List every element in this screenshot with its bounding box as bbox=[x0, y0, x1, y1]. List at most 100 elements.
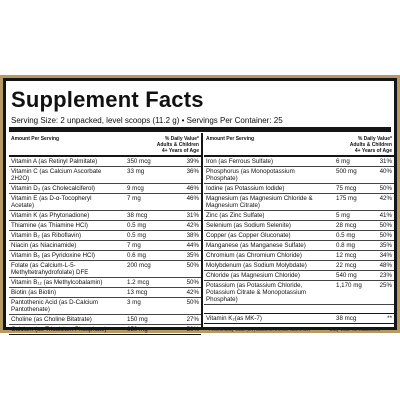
nutrient-name: Vitamin K₂(as MK-7) bbox=[206, 315, 262, 322]
nutrient-row: Vitamin B₂ (as Riboflavin) 0.5 mg 38% bbox=[9, 231, 201, 241]
nutrient-amount: 38 mcg bbox=[336, 315, 357, 322]
footnote-not-established: ** Daily Value not established bbox=[325, 327, 380, 332]
nutrient-amount: 0.5 mg bbox=[127, 232, 146, 239]
nutrient-amount: 1,170 mg bbox=[336, 282, 362, 289]
nutrient-row: Choline (as Choline Bitatrate) 150 mg 27% bbox=[9, 315, 201, 325]
nutrient-row: Niacin (as Niacinamide) 7 mg 44% bbox=[9, 241, 201, 251]
nutrient-name: Folate (as Calcium-L-5-Methyltetrahydrof… bbox=[11, 262, 89, 276]
nutrient-name: Copper (as Copper Gluconate) bbox=[206, 232, 291, 239]
nutrient-row: Thiamine (as Thiamine HCl) 0.5 mg 42% bbox=[9, 221, 201, 231]
nutrient-row: Iodine (as Potassium Iodide) 75 mcg 50% bbox=[204, 184, 394, 194]
nutrient-dv: 50% bbox=[186, 299, 199, 306]
nutrient-dv: 39% bbox=[186, 158, 199, 165]
label-title: Supplement Facts bbox=[11, 87, 204, 112]
nutrient-name: Vitamin B₆ (as Pyridoxine HCl) bbox=[11, 252, 95, 259]
supplement-facts-panel: Supplement Facts Serving Size: 2 unpacke… bbox=[3, 78, 397, 335]
nutrient-dv: 50% bbox=[186, 262, 199, 269]
nutrient-dv: 44% bbox=[186, 242, 199, 249]
nutrient-name: Chromium (as Chromium Chloride) bbox=[206, 252, 302, 259]
right-rows: Iron (as Ferrous Sulfate) 6 mg 31% Phosphor… bbox=[204, 157, 394, 305]
nutrient-dv: 50% bbox=[379, 222, 392, 229]
left-rows: Vitamin A (as Retinyl Palmitate) 350 mcg 3… bbox=[9, 157, 201, 335]
right-column-header: Amount Per Serving % Daily Value* Adults … bbox=[204, 133, 394, 157]
nutrient-row: Vitamin K (as Phytonadione) 38 mcg 31% bbox=[9, 211, 201, 221]
nutrient-row: Vitamin A (as Retinyl Palmitate) 350 mcg 3… bbox=[9, 157, 201, 167]
nutrient-amount: 5 mg bbox=[336, 212, 350, 219]
nutrient-amount: 0.5 mg bbox=[127, 222, 146, 229]
nutrient-name: Molybdenum (as Sodium Molybdate) bbox=[206, 262, 307, 269]
nutrient-dv: ** bbox=[387, 315, 392, 322]
nutrient-row: Chromium (as Chromium Chloride) 12 mcg 34% bbox=[204, 251, 394, 261]
nutrient-row: Selenium (as Sodium Selenite) 28 mcg 50% bbox=[204, 221, 394, 231]
nutrient-name: Potassium (as Potassium Chloride, Potass… bbox=[206, 282, 307, 303]
nutrient-dv: 40% bbox=[379, 168, 392, 175]
nutrient-amount: 150 mg bbox=[127, 316, 148, 323]
nutrient-row: Potassium (as Potassium Chloride, Potass… bbox=[204, 281, 394, 305]
right-column: Amount Per Serving % Daily Value* Adults … bbox=[204, 133, 394, 333]
nutrient-row: Vitamin B₆ (as Pyridoxine HCl) 0.6 mg 35% bbox=[9, 251, 201, 261]
nutrient-amount: 175 mg bbox=[336, 195, 357, 202]
nutrient-dv: 48% bbox=[379, 262, 392, 269]
nutrient-dv: 38% bbox=[186, 232, 199, 239]
nutrient-amount: 0.6 mg bbox=[127, 252, 146, 259]
nutrient-amount: 75 mcg bbox=[336, 185, 357, 192]
nutrient-row: Iron (as Ferrous Sulfate) 6 mg 31% bbox=[204, 157, 394, 167]
nutrient-name: Iodine (as Potassium Iodide) bbox=[206, 185, 285, 192]
nutrient-dv: 36% bbox=[186, 168, 199, 175]
nutrient-dv: 50% bbox=[186, 326, 199, 333]
nutrient-row: Vitamin D₃ (as Cholecalciferol) 9 mcg 46% bbox=[9, 184, 201, 194]
nutrient-dv: 46% bbox=[186, 185, 199, 192]
nutrient-amount: 12 mcg bbox=[336, 252, 357, 259]
nutrient-amount: 350 mcg bbox=[127, 158, 151, 165]
nutrient-row: Molybdenum (as Sodium Molybdate) 22 mcg 48… bbox=[204, 261, 394, 271]
nutrient-amount: 6 mg bbox=[336, 158, 350, 165]
nutrient-name: Vitamin E (as D-α-Tocopheryl Acetate) bbox=[11, 195, 92, 209]
nutrient-name: Thiamine (as Thiamine HCl) bbox=[11, 222, 88, 229]
nutrient-name: Selenium (as Sodium Selenite) bbox=[206, 222, 291, 229]
nutrient-amount: 200 mcg bbox=[127, 262, 151, 269]
left-column-header: Amount Per Serving % Daily Value* Adults … bbox=[9, 133, 201, 157]
nutrient-name: Biotin (as Biotin) bbox=[11, 289, 57, 296]
nutrient-row: Zinc (as Zinc Sulfate) 5 mg 41% bbox=[204, 211, 394, 221]
nutrient-row: Calcium (as Tricalcium Phosphate) 650 mg 5… bbox=[9, 325, 201, 335]
nutrient-amount: 13 mcg bbox=[127, 289, 148, 296]
nutrient-name: Vitamin K (as Phytonadione) bbox=[11, 212, 90, 219]
nutrient-amount: 9 mcg bbox=[127, 185, 144, 192]
nutrient-row: Pantothenic Acid (as D-Calcium Pantothen… bbox=[9, 298, 201, 315]
nutrient-amount: 7 mg bbox=[127, 195, 141, 202]
footnotes: * Percent Daily Value (DV) based on a 2,… bbox=[204, 327, 394, 333]
nutrient-row: Magnesium (as Magnesium Chloride & Magne… bbox=[204, 194, 394, 211]
nutrient-name: Vitamin C (as Calcium Ascorbate 2H2O) bbox=[11, 168, 102, 182]
nutrient-row: Vitamin B₁₂ (as Methylcobalamin) 1.2 mcg 5… bbox=[9, 278, 201, 288]
nutrient-amount: 1.2 mcg bbox=[127, 279, 150, 286]
nutrient-name: Vitamin B₂ (as Riboflavin) bbox=[11, 232, 82, 239]
nutrient-name: Vitamin A (as Retinyl Palmitate) bbox=[11, 158, 98, 165]
nutrient-amount: 0.8 mg bbox=[336, 242, 355, 249]
nutrient-name: Pantothenic Acid (as D-Calcium Pantothen… bbox=[11, 299, 99, 313]
nutrient-dv: 31% bbox=[379, 158, 392, 165]
nutrient-amount: 22 mcg bbox=[336, 262, 357, 269]
amount-header: Amount Per Serving bbox=[11, 136, 60, 142]
nutrient-dv: 50% bbox=[379, 232, 392, 239]
dv-header: % Daily Value* Adults & Children 4+ Years … bbox=[349, 136, 392, 154]
nutrient-name: Phosphorus (as Monopotassium Phosphate) bbox=[206, 168, 295, 182]
nutrient-dv: 23% bbox=[379, 272, 392, 279]
nutrient-dv: 41% bbox=[379, 212, 392, 219]
nutrient-row: Chloride (as Magnesium Chloride) 540 mg 23… bbox=[204, 271, 394, 281]
thick-rule bbox=[9, 127, 391, 132]
nutrient-amount: 500 mg bbox=[336, 168, 357, 175]
nutrient-dv: 50% bbox=[379, 185, 392, 192]
nutrient-row: Phosphorus (as Monopotassium Phosphate) 5… bbox=[204, 167, 394, 184]
nutrient-name: Manganese (as Manganese Sulfate) bbox=[206, 242, 306, 249]
nutrient-name: Vitamin D₃ (as Cholecalciferol) bbox=[11, 185, 95, 192]
column-divider bbox=[201, 133, 203, 329]
nutrient-dv: 50% bbox=[186, 279, 199, 286]
nutrient-amount: 3 mg bbox=[127, 299, 141, 306]
nutrient-amount: 33 mg bbox=[127, 168, 145, 175]
nutrient-name: Choline (as Choline Bitatrate) bbox=[11, 316, 92, 323]
nutrient-amount: 7 mg bbox=[127, 242, 141, 249]
vitamin-k2-row: Vitamin K₂(as MK-7) 38 mcg ** bbox=[204, 313, 394, 324]
nutrient-dv: 31% bbox=[186, 212, 199, 219]
nutrient-amount: 28 mcg bbox=[336, 222, 357, 229]
nutrient-dv: 35% bbox=[379, 242, 392, 249]
